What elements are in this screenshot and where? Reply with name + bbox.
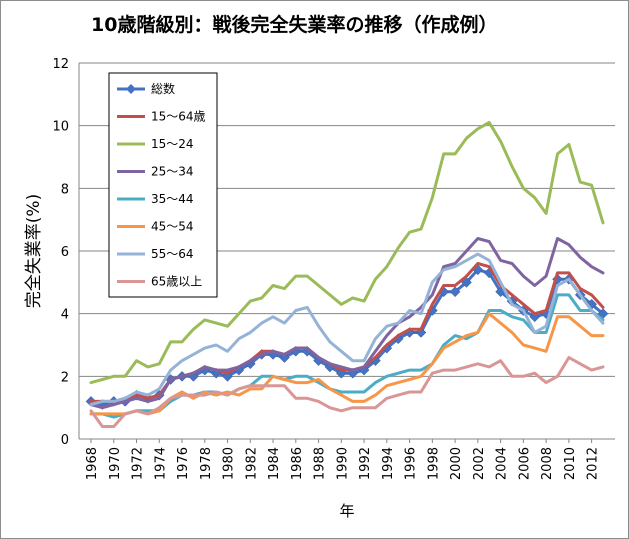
x-tick-label: 2002 bbox=[472, 447, 487, 480]
legend-entry: 55〜64 bbox=[151, 247, 194, 261]
x-tick-label: 1996 bbox=[404, 447, 419, 480]
x-axis-label: 年 bbox=[339, 502, 354, 520]
legend-entry: 総数 bbox=[151, 81, 175, 96]
x-tick-label: 1986 bbox=[290, 447, 305, 480]
legend-entry: 25〜34 bbox=[151, 165, 194, 179]
chart-title: 10歳階級別：戦後完全失業率の推移（作成例） bbox=[91, 13, 497, 36]
legend: 総数 15〜64歳 15〜24 25〜34 35〜44 45〜54 55〜64 65歳以上 bbox=[108, 72, 218, 298]
x-tick-label: 1988 bbox=[313, 447, 328, 480]
x-tick-label: 1972 bbox=[131, 447, 146, 480]
x-tick-label: 1990 bbox=[335, 447, 350, 480]
legend-marker bbox=[126, 84, 136, 94]
legend-box bbox=[108, 72, 218, 298]
x-tick-label: 1984 bbox=[267, 447, 282, 480]
series-line bbox=[89, 252, 605, 406]
x-tick-label: 1970 bbox=[108, 447, 123, 480]
legend-entry: 65歳以上 bbox=[151, 275, 202, 289]
series-line bbox=[89, 356, 605, 428]
series-7 bbox=[89, 356, 605, 428]
x-tick-label: 1980 bbox=[222, 447, 237, 480]
x-tick-label: 1978 bbox=[199, 447, 214, 480]
series-line bbox=[89, 237, 605, 410]
legend-entry: 15〜64歳 bbox=[151, 110, 206, 124]
x-tick-label: 2008 bbox=[540, 447, 555, 480]
series-6 bbox=[89, 252, 605, 406]
y-axis-label: 完全失業率(%) bbox=[24, 194, 44, 308]
series-2 bbox=[89, 121, 605, 385]
x-tick-label: 2010 bbox=[563, 447, 578, 480]
x-tick-label: 1976 bbox=[176, 447, 191, 480]
x-tick-label: 1974 bbox=[153, 447, 168, 480]
x-tick-label: 1992 bbox=[358, 447, 373, 480]
x-tick-label: 2000 bbox=[449, 447, 464, 480]
x-tick-label: 2006 bbox=[517, 447, 532, 480]
x-tick-label: 2012 bbox=[586, 447, 601, 480]
x-tick-label: 2004 bbox=[495, 447, 510, 480]
data-point-marker bbox=[449, 286, 461, 298]
y-tick-label: 0 bbox=[61, 433, 69, 448]
series-line bbox=[89, 121, 605, 385]
legend-entry: 15〜24 bbox=[151, 137, 194, 151]
x-tick-label: 1994 bbox=[381, 447, 396, 480]
series-3 bbox=[89, 237, 605, 410]
x-tick-label: 1968 bbox=[85, 447, 100, 480]
legend-entry: 45〜54 bbox=[151, 220, 194, 234]
y-tick-label: 2 bbox=[61, 370, 69, 385]
x-tick-label: 1982 bbox=[244, 447, 259, 480]
y-tick-label: 6 bbox=[61, 245, 69, 260]
y-tick-label: 12 bbox=[52, 57, 69, 72]
y-tick-label: 4 bbox=[61, 308, 69, 323]
y-tick-label: 8 bbox=[61, 182, 69, 197]
legend-entry: 35〜44 bbox=[151, 192, 194, 206]
axes: 0 2 4 6 8 10 12 1968 1970 1972 1974 1976 1978 1980 198… bbox=[52, 57, 615, 480]
series-lines bbox=[85, 121, 609, 428]
x-tick-label: 1998 bbox=[426, 447, 441, 480]
y-tick-label: 10 bbox=[52, 120, 69, 135]
